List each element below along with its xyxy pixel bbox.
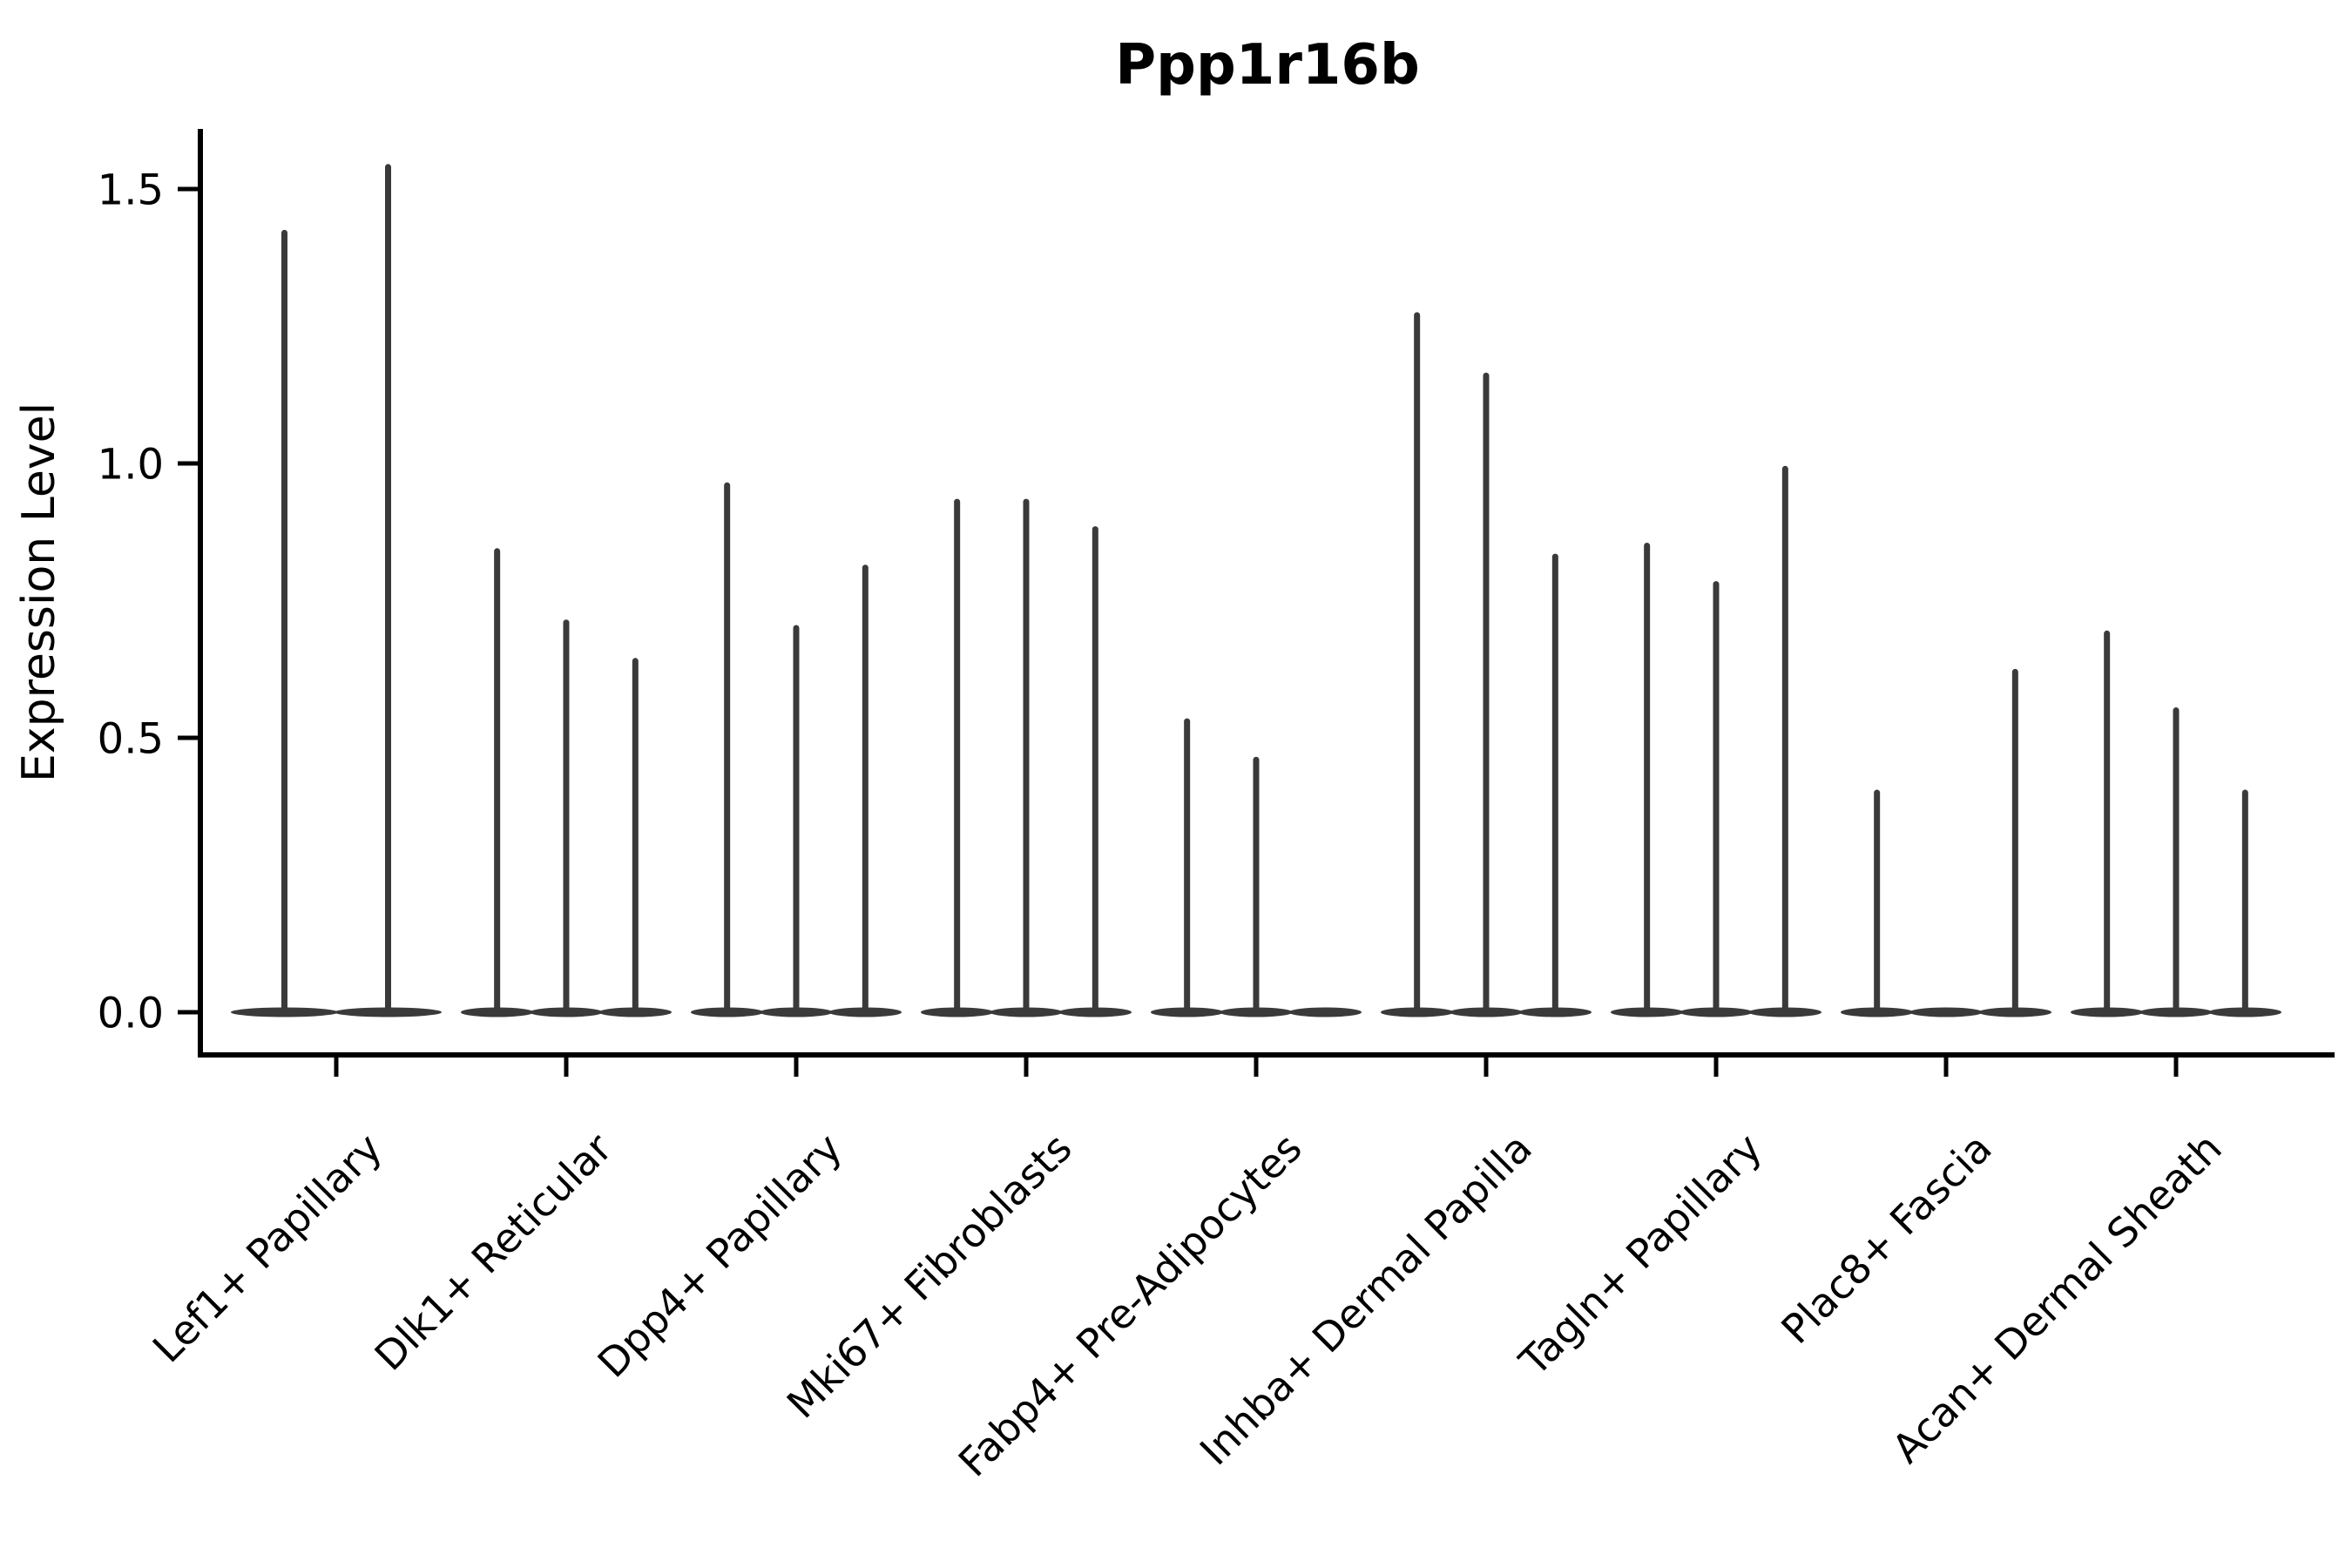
violins-layer [231, 164, 2281, 1017]
violin [530, 619, 603, 1017]
x-tick-label: Tagln+ Papillary [1510, 1125, 1771, 1386]
violin [1381, 312, 1454, 1017]
y-axis-label: Expression Level [13, 402, 65, 782]
violin-base [1909, 1007, 1983, 1017]
violin-base [1288, 1007, 1362, 1017]
y-tick-label: 0.5 [98, 714, 164, 763]
y-tick-label: 0.0 [98, 989, 164, 1037]
violin [1748, 465, 1821, 1017]
violin [691, 482, 764, 1017]
violin [231, 229, 338, 1017]
violin [1978, 668, 2051, 1017]
violin [1680, 581, 1753, 1017]
violin [921, 498, 994, 1017]
violin [2208, 789, 2281, 1017]
violin [1288, 1007, 1362, 1017]
violin [2071, 630, 2144, 1017]
x-tick-label: Dpp4+ Papillary [589, 1125, 851, 1387]
violin [990, 498, 1063, 1017]
y-tick-label: 1.0 [98, 440, 164, 489]
violin [1518, 553, 1592, 1017]
x-tick-label: Lef1+ Papillary [144, 1125, 391, 1372]
violin [760, 625, 833, 1017]
chart-title: Ppp1r16b [1115, 33, 1420, 98]
violin [1058, 526, 1132, 1017]
violin [1841, 789, 1914, 1017]
x-tick-label: Plac8+ Fascia [1772, 1125, 2000, 1353]
y-tick-label: 1.5 [98, 166, 164, 214]
violin [1611, 543, 1684, 1017]
violin [828, 564, 902, 1017]
violin [1220, 756, 1293, 1017]
violin [335, 164, 442, 1017]
x-tick-label: Dlk1+ Reticular [366, 1125, 621, 1380]
violin [2139, 707, 2213, 1017]
violin [598, 658, 672, 1017]
violin [1151, 718, 1224, 1017]
violin [1450, 372, 1523, 1017]
violin [461, 548, 534, 1017]
violin [1909, 1007, 1983, 1017]
